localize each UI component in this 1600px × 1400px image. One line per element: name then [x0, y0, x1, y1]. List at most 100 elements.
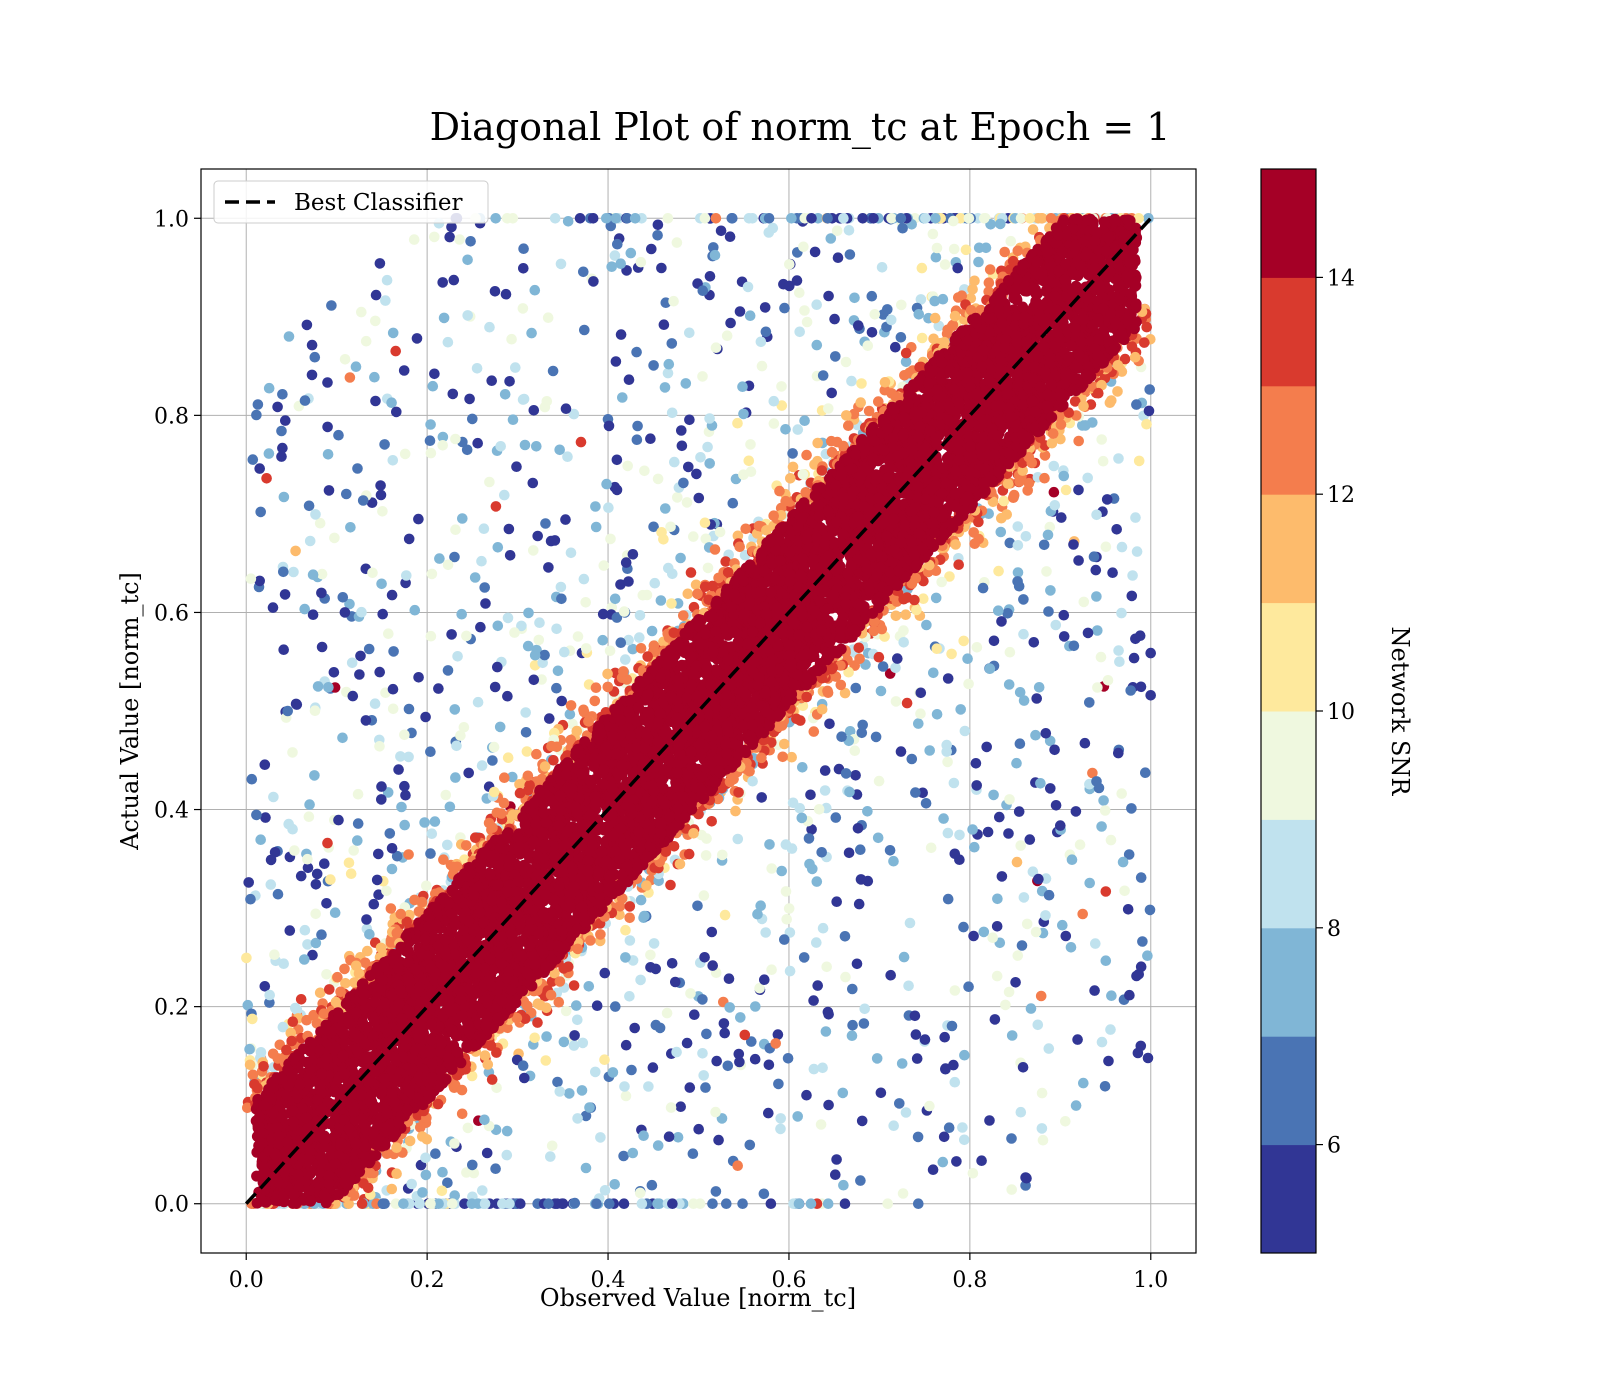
- scatter-point: [287, 747, 298, 758]
- scatter-point: [678, 610, 689, 621]
- scatter-point: [539, 761, 551, 772]
- scatter-point: [853, 642, 865, 654]
- scatter-point: [309, 351, 321, 363]
- scatter-point: [403, 533, 415, 545]
- scatter-point: [599, 967, 611, 979]
- scatter-point: [856, 727, 868, 739]
- scatter-point: [536, 674, 547, 685]
- scatter-point: [909, 1010, 921, 1022]
- scatter-point: [610, 213, 622, 224]
- scatter-point: [738, 408, 749, 420]
- scatter-point: [243, 877, 254, 888]
- scatter-point: [1112, 360, 1124, 371]
- scatter-point: [780, 495, 791, 507]
- scatter-point: [375, 480, 386, 491]
- scatter-point: [663, 1131, 675, 1142]
- scatter-point: [551, 623, 562, 635]
- scatter-point: [598, 560, 610, 571]
- scatter-point: [648, 938, 660, 949]
- scatter-point: [442, 336, 454, 348]
- scatter-point: [572, 631, 584, 642]
- scatter-point: [855, 844, 866, 855]
- scatter-point: [562, 216, 574, 227]
- scatter-point: [350, 361, 362, 373]
- scatter-point: [565, 700, 577, 711]
- scatter-point: [638, 1130, 649, 1141]
- scatter-point: [938, 1131, 950, 1143]
- scatter-point: [504, 1198, 515, 1209]
- scatter-point: [866, 327, 878, 338]
- scatter-point: [611, 612, 623, 623]
- scatter-point: [779, 934, 790, 945]
- scatter-point: [665, 1102, 677, 1113]
- scatter-point: [587, 213, 599, 224]
- scatter-point: [792, 424, 804, 435]
- scatter-point: [449, 1138, 460, 1149]
- scatter-point: [948, 215, 959, 227]
- scatter-point: [391, 1168, 402, 1179]
- scatter-point: [589, 695, 601, 707]
- scatter-point: [652, 1140, 664, 1151]
- scatter-point: [815, 1119, 827, 1130]
- scatter-point: [425, 848, 436, 859]
- scatter-point: [369, 698, 381, 709]
- scatter-point: [959, 1134, 970, 1146]
- scatter-point: [666, 338, 678, 349]
- scatter-point: [357, 495, 369, 506]
- scatter-point: [346, 657, 358, 669]
- scatter-point: [526, 327, 537, 339]
- scatter-point: [355, 650, 366, 662]
- scatter-point: [794, 326, 805, 338]
- scatter-point: [595, 1132, 606, 1143]
- scatter-point: [304, 799, 315, 810]
- scatter-point: [894, 1098, 905, 1109]
- scatter-point: [1030, 926, 1042, 938]
- scatter-point: [542, 312, 554, 324]
- scatter-point: [755, 900, 766, 911]
- scatter-point: [319, 858, 330, 869]
- scatter-point: [1074, 839, 1086, 850]
- scatter-point: [1142, 950, 1153, 961]
- scatter-point: [634, 610, 646, 621]
- scatter-point: [301, 1014, 312, 1026]
- scatter-point: [688, 1198, 699, 1209]
- scatter-point: [615, 329, 627, 340]
- scatter-point: [426, 828, 438, 839]
- scatter-point: [420, 1169, 432, 1181]
- scatter-point: [710, 213, 722, 224]
- scatter-point: [743, 213, 755, 224]
- scatter-point: [316, 568, 328, 580]
- scatter-point: [857, 719, 868, 731]
- scatter-point: [780, 886, 792, 897]
- scatter-point: [831, 1154, 842, 1165]
- scatter-point: [1073, 484, 1084, 496]
- scatter-point: [475, 621, 486, 633]
- scatter-point: [791, 275, 803, 286]
- scatter-point: [636, 1198, 648, 1209]
- scatter-point: [1126, 803, 1137, 814]
- scatter-point: [941, 739, 952, 751]
- scatter-point: [615, 579, 626, 590]
- scatter-point: [492, 542, 504, 553]
- scatter-point: [993, 565, 1004, 577]
- scatter-point: [472, 696, 484, 708]
- scatter-point: [1027, 866, 1039, 877]
- scatter-point: [839, 931, 851, 942]
- scatter-point: [927, 228, 939, 240]
- scatter-point: [681, 497, 693, 508]
- scatter-point: [504, 376, 515, 387]
- scatter-point: [991, 970, 1003, 982]
- scatter-point: [571, 1000, 582, 1011]
- scatter-point: [370, 289, 382, 301]
- scatter-point: [989, 1014, 1001, 1025]
- scatter-point: [830, 1169, 841, 1180]
- scatter-point: [999, 246, 1010, 258]
- scatter-point: [819, 765, 831, 776]
- scatter-point: [343, 857, 355, 869]
- scatter-point: [459, 1198, 470, 1209]
- scatter-point: [501, 1149, 513, 1161]
- scatter-point: [520, 727, 532, 738]
- scatter-point: [310, 879, 322, 890]
- scatter-point: [707, 960, 718, 971]
- scatter-point: [949, 985, 961, 996]
